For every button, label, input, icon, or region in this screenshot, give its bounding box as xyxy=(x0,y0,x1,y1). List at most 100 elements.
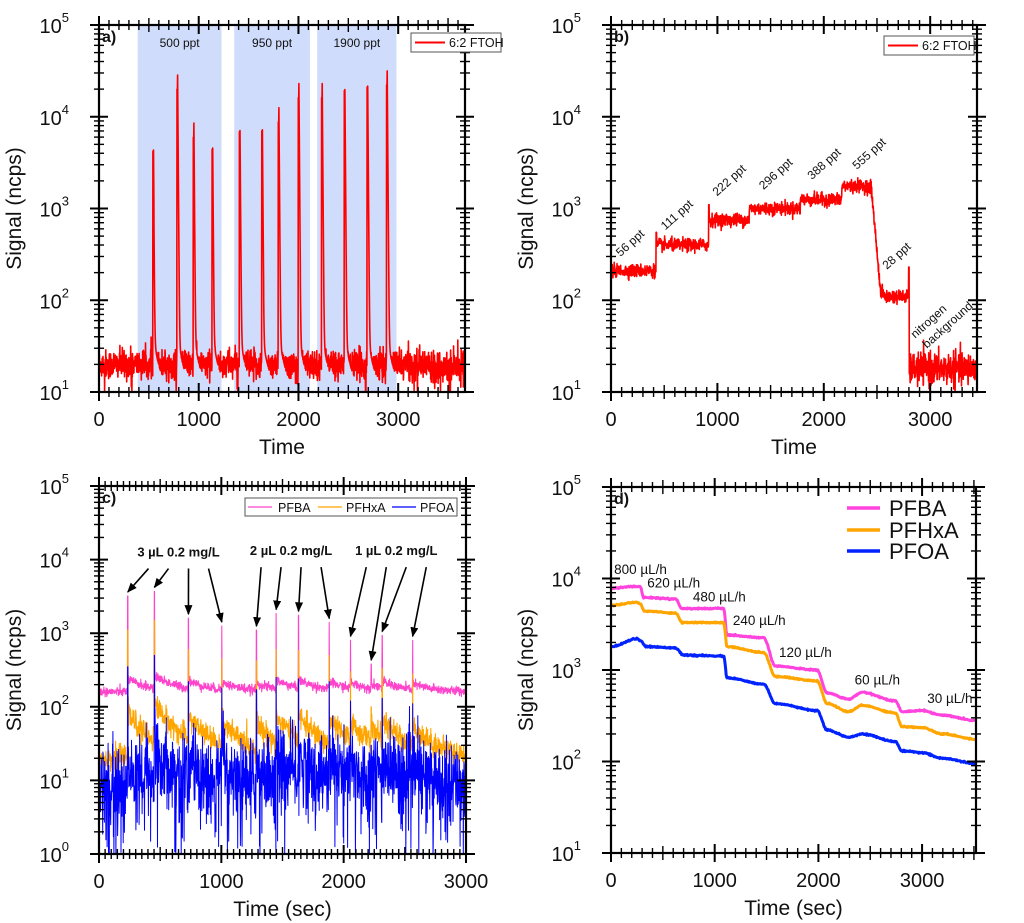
y-tick-exponent: 3 xyxy=(574,194,581,209)
legend-label: 6:2 FTOH xyxy=(449,36,504,50)
annotation-label: 480 µL/h xyxy=(693,589,746,604)
x-tick-label: 3000 xyxy=(444,871,489,893)
annotation-label: 296 ppt xyxy=(756,155,796,193)
x-tick-label: 2000 xyxy=(796,870,841,892)
y-axis-title: Signal (ncps) xyxy=(515,147,538,270)
y-tick-exponent: 4 xyxy=(574,564,581,579)
x-tick-label: 1000 xyxy=(692,870,737,892)
y-tick-label: 102 xyxy=(552,747,581,775)
y-tick-base: 10 xyxy=(40,845,62,867)
y-tick-exponent: 3 xyxy=(62,618,69,633)
x-tick-label: 0 xyxy=(93,409,104,431)
legend-label: PFHxA xyxy=(889,518,959,543)
y-tick-base: 10 xyxy=(552,200,574,222)
legend-label: PFBA xyxy=(278,501,311,515)
y-tick-base: 10 xyxy=(40,200,62,222)
y-tick-label: 104 xyxy=(40,545,69,573)
legend: 6:2 FTOH xyxy=(410,32,504,53)
y-tick-label: 105 xyxy=(552,10,581,38)
y-tick-exponent: 2 xyxy=(574,285,581,300)
series-line-pfoa xyxy=(611,636,976,766)
y-tick-label: 101 xyxy=(552,838,581,866)
y-tick-label: 105 xyxy=(40,10,69,38)
y-tick-label: 102 xyxy=(552,285,581,313)
annotation-arrow xyxy=(295,567,304,613)
y-tick-base: 10 xyxy=(552,661,574,683)
annotation-arrow xyxy=(273,567,282,611)
y-tick-label: 103 xyxy=(40,194,69,222)
y-tick-base: 10 xyxy=(552,108,574,130)
y-tick-exponent: 3 xyxy=(574,655,581,670)
shaded-region xyxy=(317,25,397,392)
x-tick-label: 1000 xyxy=(695,409,740,431)
y-tick-exponent: 4 xyxy=(574,102,581,117)
annotation-arrow xyxy=(320,567,332,620)
y-tick-exponent: 2 xyxy=(62,692,69,707)
y-tick-exponent: 2 xyxy=(62,285,69,300)
y-tick-label: 104 xyxy=(552,102,581,130)
x-tick-label: 0 xyxy=(93,871,104,893)
x-axis-title: Time xyxy=(771,436,817,459)
annotation-label: 60 µL/h xyxy=(855,673,900,688)
y-tick-base: 10 xyxy=(40,624,62,646)
legend-box xyxy=(883,35,975,56)
series-line-pfoa xyxy=(99,654,466,854)
y-tick-label: 105 xyxy=(552,472,581,500)
x-tick-label: 2000 xyxy=(802,409,847,431)
y-tick-base: 10 xyxy=(40,108,62,130)
region-label: 950 ppt xyxy=(252,36,293,50)
plot-area xyxy=(611,177,977,392)
annotation-arrow xyxy=(368,567,388,662)
y-tick-exponent: 5 xyxy=(574,10,581,25)
x-axis-title: Time (sec) xyxy=(233,898,331,921)
y-tick-exponent: 3 xyxy=(62,194,69,209)
series-line-pfba xyxy=(99,590,466,698)
x-tick-label: 1000 xyxy=(176,409,221,431)
y-tick-label: 100 xyxy=(40,839,69,867)
panel-label: c) xyxy=(102,490,116,507)
y-tick-exponent: 1 xyxy=(62,377,69,392)
y-tick-base: 10 xyxy=(552,291,574,313)
y-tick-exponent: 1 xyxy=(62,765,69,780)
y-tick-base: 10 xyxy=(40,477,62,499)
x-axis-title: Time xyxy=(259,436,305,459)
x-tick-label: 3000 xyxy=(908,409,953,431)
y-tick-exponent: 5 xyxy=(62,471,69,486)
annotation-label: 388 ppt xyxy=(805,145,845,183)
y-tick-base: 10 xyxy=(40,16,62,38)
annotation-label: 30 µL/h xyxy=(927,691,972,706)
y-tick-exponent: 4 xyxy=(62,545,69,560)
y-tick-exponent: 1 xyxy=(574,838,581,853)
annotation-label: 120 µL/h xyxy=(779,645,832,660)
legend-label: PFBA xyxy=(889,496,947,521)
series-line-6-2-ftoh xyxy=(611,177,977,392)
plot-area xyxy=(99,590,466,854)
y-tick-base: 10 xyxy=(40,771,62,793)
x-tick-label: 1000 xyxy=(199,871,244,893)
y-tick-label: 104 xyxy=(552,564,581,592)
series-line-6-2-ftoh xyxy=(99,70,465,392)
annotation-arrow xyxy=(381,566,408,633)
y-tick-exponent: 5 xyxy=(574,472,581,487)
legend-label: PFHxA xyxy=(346,501,386,515)
y-tick-exponent: 5 xyxy=(62,10,69,25)
legend-box xyxy=(244,497,458,517)
x-tick-label: 0 xyxy=(605,409,616,431)
annotation-label: 222 ppt xyxy=(710,161,750,199)
annotation-label: 800 µL/h xyxy=(614,562,667,577)
y-axis-title: Signal (ncps) xyxy=(3,609,26,732)
legend-box xyxy=(410,32,502,53)
shaded-region xyxy=(234,25,310,392)
region-label: 500 ppt xyxy=(160,36,201,50)
y-tick-label: 101 xyxy=(40,765,69,793)
y-tick-base: 10 xyxy=(552,753,574,775)
x-axis-title: Time (sec) xyxy=(744,897,842,920)
y-tick-base: 10 xyxy=(40,551,62,573)
annotation-label: 111 ppt xyxy=(658,196,696,232)
y-axis-title: Signal (ncps) xyxy=(515,609,538,732)
annotation-label: 620 µL/h xyxy=(647,576,700,591)
annotation-label: 1 µL 0.2 mg/L xyxy=(355,543,437,558)
